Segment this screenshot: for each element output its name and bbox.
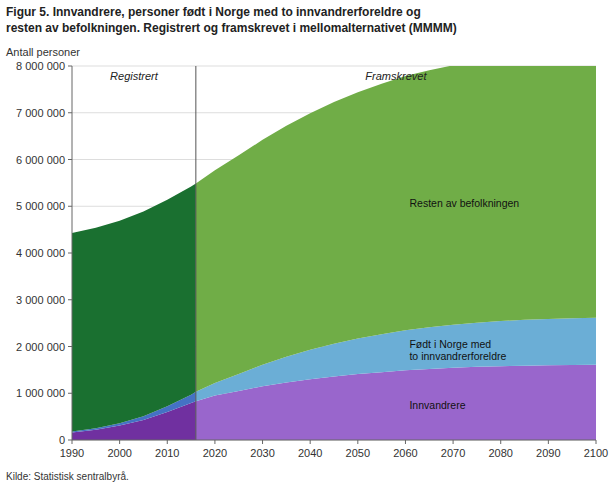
x-tick bbox=[262, 440, 263, 444]
y-tick bbox=[68, 206, 72, 207]
x-tick bbox=[548, 440, 549, 444]
x-tick bbox=[214, 440, 215, 444]
series-label: Resten av befolkningen bbox=[409, 197, 519, 209]
x-tick-label: 2050 bbox=[346, 447, 370, 459]
x-tick-label: 2080 bbox=[488, 447, 512, 459]
x-tick bbox=[72, 440, 73, 444]
x-tick bbox=[357, 440, 358, 444]
x-tick-label: 2040 bbox=[298, 447, 322, 459]
x-tick bbox=[500, 440, 501, 444]
x-tick-label: 2090 bbox=[536, 447, 560, 459]
y-tick-label: 2 000 000 bbox=[16, 341, 65, 353]
y-tick bbox=[68, 393, 72, 394]
area bbox=[72, 184, 196, 432]
y-tick-label: 7 000 000 bbox=[16, 107, 65, 119]
y-tick bbox=[68, 440, 72, 441]
y-tick bbox=[68, 159, 72, 160]
chart: Figur 5. Innvandrere, personer født i No… bbox=[0, 0, 610, 488]
y-tick bbox=[68, 346, 72, 347]
y-tick-label: 3 000 000 bbox=[16, 294, 65, 306]
source: Kilde: Statistisk sentralbyrå. bbox=[6, 471, 129, 482]
series-label-line: Resten av befolkningen bbox=[409, 197, 519, 209]
x-tick bbox=[167, 440, 168, 444]
x-tick-label: 2070 bbox=[441, 447, 465, 459]
series-label: Innvandrere bbox=[409, 399, 465, 411]
x-tick-label: 1990 bbox=[60, 447, 84, 459]
x-tick-label: 2000 bbox=[107, 447, 131, 459]
y-tick-label: 6 000 000 bbox=[16, 154, 65, 166]
y-axis bbox=[72, 66, 73, 440]
x-tick-label: 2100 bbox=[584, 447, 608, 459]
areas bbox=[72, 66, 596, 440]
y-tick-label: 0 bbox=[59, 434, 65, 446]
annotation: Registrert bbox=[110, 70, 159, 82]
x-tick-label: 2060 bbox=[393, 447, 417, 459]
y-tick bbox=[68, 66, 72, 67]
subtitle: resten av befolkningen. Registrert og fr… bbox=[6, 21, 457, 35]
y-tick bbox=[68, 112, 72, 113]
split-line bbox=[195, 66, 196, 440]
x-tick bbox=[405, 440, 406, 444]
series-label: Født i Norge medto innvandrerforeldre bbox=[409, 338, 506, 362]
annotation: Framskrevet bbox=[365, 70, 427, 82]
area bbox=[196, 66, 596, 392]
y-tick-label: 4 000 000 bbox=[16, 247, 65, 259]
y-axis-label: Antall personer bbox=[6, 46, 80, 58]
x-tick bbox=[596, 440, 597, 444]
x-tick bbox=[453, 440, 454, 444]
y-tick bbox=[68, 299, 72, 300]
x-tick-label: 2030 bbox=[250, 447, 274, 459]
y-tick-label: 1 000 000 bbox=[16, 387, 65, 399]
y-tick bbox=[68, 253, 72, 254]
series-label-line: Innvandrere bbox=[409, 399, 465, 411]
x-tick-label: 2010 bbox=[155, 447, 179, 459]
x-tick bbox=[310, 440, 311, 444]
x-tick-label: 2020 bbox=[203, 447, 227, 459]
y-tick-label: 5 000 000 bbox=[16, 200, 65, 212]
series-label-line: Født i Norge med bbox=[409, 338, 491, 350]
grid-line bbox=[72, 440, 596, 441]
x-tick bbox=[119, 440, 120, 444]
y-tick-label: 8 000 000 bbox=[16, 60, 65, 72]
x-axis bbox=[72, 440, 596, 441]
series-label-line: to innvandrerforeldre bbox=[409, 350, 506, 362]
title: Figur 5. Innvandrere, personer født i No… bbox=[6, 5, 421, 19]
